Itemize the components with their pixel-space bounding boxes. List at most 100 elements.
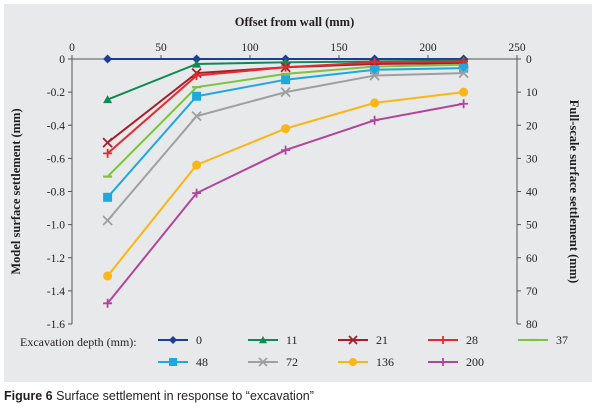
- x-marker: [102, 137, 113, 148]
- data-point: [459, 99, 469, 109]
- y-tick-label: -0.6: [47, 153, 65, 165]
- data-point: [258, 357, 268, 367]
- data-point: [103, 298, 113, 308]
- data-point: [458, 67, 469, 79]
- legend-label: 200: [466, 355, 484, 369]
- series-48: [103, 63, 469, 202]
- diamond-marker: [192, 54, 202, 64]
- data-point: [103, 148, 113, 158]
- x-tick-label: 200: [419, 42, 437, 54]
- data-point: [349, 358, 357, 366]
- x-marker: [258, 357, 268, 367]
- triangle-marker: [103, 95, 113, 104]
- data-point: [370, 115, 380, 125]
- data-point: [459, 63, 469, 73]
- circle-marker: [370, 98, 380, 108]
- y2-tick-label: 10: [526, 87, 538, 99]
- y2-tick-label: 60: [526, 253, 538, 265]
- plus-marker: [103, 298, 113, 308]
- triangle-marker: [259, 336, 267, 344]
- legend-item-0: 0: [158, 333, 202, 347]
- y2-tick-label: 70: [526, 286, 538, 298]
- legend-title: Excavation depth (mm):: [20, 335, 137, 349]
- y2-tick-label: 30: [526, 153, 538, 165]
- y-tick-label: -0.4: [47, 120, 65, 132]
- y-tick-label: -1.2: [47, 253, 65, 265]
- legend-item-28: 28: [428, 333, 478, 347]
- square-marker: [169, 358, 177, 366]
- legend-layer: Excavation depth (mm): 0 11 21 28 37 48 72 136 20…: [20, 333, 568, 369]
- y-tick-label: -1.6: [47, 319, 65, 331]
- x-marker: [102, 215, 113, 226]
- data-point: [169, 336, 177, 344]
- data-point: [103, 95, 113, 104]
- x-tick-label: 50: [155, 42, 167, 54]
- plus-marker: [281, 145, 291, 155]
- legend-label: 28: [466, 333, 478, 347]
- data-point: [103, 54, 113, 64]
- plus-marker: [281, 62, 291, 72]
- legend-item-21: 21: [338, 333, 388, 347]
- figure-caption-text: Surface settlement in response to “excav…: [56, 389, 314, 403]
- x-marker: [191, 111, 202, 122]
- data-point: [102, 215, 113, 226]
- legend-item-37: 37: [518, 333, 568, 347]
- legend-label: 21: [376, 333, 388, 347]
- data-point: [259, 336, 267, 344]
- series-200: [103, 99, 469, 308]
- circle-marker: [192, 160, 202, 170]
- data-point: [191, 111, 202, 122]
- data-point: [439, 336, 447, 344]
- data-point: [459, 87, 469, 97]
- square-marker: [281, 75, 291, 85]
- circle-marker: [459, 87, 469, 97]
- y2-tick-label: 20: [526, 120, 538, 132]
- data-point: [192, 160, 202, 170]
- data-point: [192, 188, 202, 198]
- x-tick-label: 0: [69, 42, 75, 54]
- x-axis-title: Offset from wall (mm): [235, 15, 355, 29]
- x-marker: [280, 86, 291, 98]
- legend-label: 48: [196, 355, 208, 369]
- circle-marker: [349, 358, 357, 366]
- plus-marker: [103, 148, 113, 158]
- circle-marker: [103, 271, 113, 281]
- data-point: [192, 91, 202, 101]
- series-72: [102, 67, 469, 226]
- data-point: [370, 65, 380, 75]
- series-136: [103, 87, 469, 281]
- data-point: [348, 335, 358, 345]
- data-point: [281, 145, 291, 155]
- legend-item-72: 72: [248, 355, 298, 369]
- y-tick-label: -1.4: [47, 286, 65, 298]
- y-tick-label: -1.0: [47, 220, 65, 232]
- diamond-marker: [103, 54, 113, 64]
- y-tick-label: -0.8: [47, 187, 65, 199]
- data-point: [169, 358, 177, 366]
- plus-marker: [192, 71, 202, 81]
- legend-label: 0: [196, 333, 202, 347]
- data-point: [102, 137, 113, 148]
- x-marker: [369, 70, 380, 81]
- data-point: [280, 86, 291, 98]
- legend-item-11: 11: [248, 333, 298, 347]
- data-point: [103, 192, 113, 202]
- plus-marker: [459, 99, 469, 109]
- data-point: [370, 98, 380, 108]
- figure-label: Figure 6: [4, 389, 53, 403]
- legend-label: 136: [376, 355, 394, 369]
- series-layer: [102, 54, 469, 308]
- square-marker: [370, 65, 380, 75]
- y-axis-title: Model surface settlement (mm): [9, 108, 23, 274]
- data-point: [192, 54, 202, 64]
- square-marker: [103, 192, 113, 202]
- plus-marker: [370, 115, 380, 125]
- y2-tick-label: 40: [526, 187, 538, 199]
- y2-tick-label: 0: [526, 54, 532, 66]
- x-tick-label: 150: [330, 42, 348, 54]
- data-point: [369, 70, 380, 81]
- figure-caption: Figure 6 Surface settlement in response …: [4, 389, 314, 403]
- plot-area: [72, 59, 517, 324]
